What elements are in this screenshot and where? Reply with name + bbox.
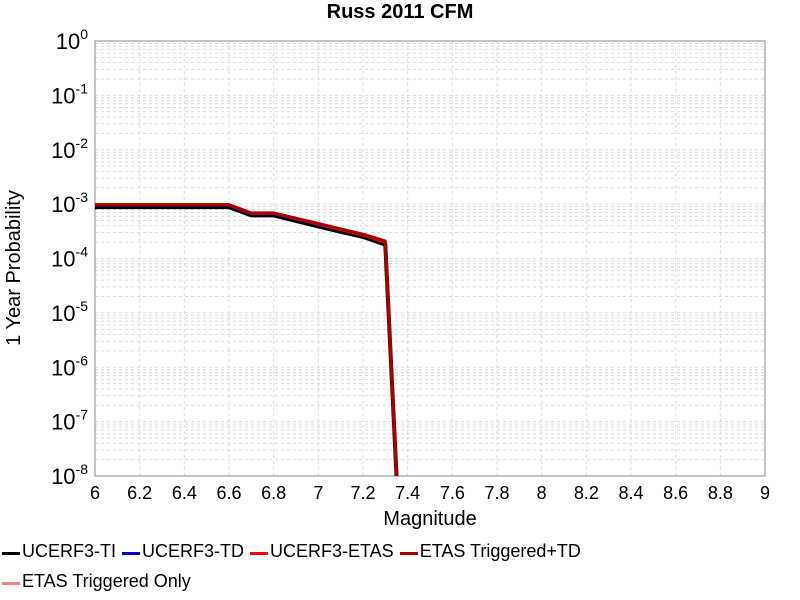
x-tick-label: 6.2 (127, 483, 152, 503)
x-tick-label: 7 (313, 483, 323, 503)
legend-swatch (250, 551, 268, 555)
y-axis-label: 1 Year Probability (3, 190, 25, 346)
y-tick-exponent: -3 (76, 189, 89, 205)
legend: UCERF3-TI UCERF3-TD UCERF3-ETAS ETAS Tri… (0, 536, 800, 596)
y-tick-label: 10-8 (51, 461, 88, 489)
y-tick-exponent: -8 (76, 461, 89, 477)
y-tick-base: 10 (51, 192, 75, 217)
legend-item-etas-triggered-td: ETAS Triggered+TD (398, 541, 581, 562)
plot-lines (95, 203, 399, 477)
legend-label: UCERF3-ETAS (270, 540, 394, 561)
x-tick-label: 8.8 (708, 483, 733, 503)
grid (94, 41, 766, 477)
y-tick-exponent: -4 (76, 244, 89, 260)
legend-item-ucerf3-ti: UCERF3-TI (0, 541, 116, 562)
x-tick-label: 9 (760, 483, 770, 503)
y-tick-exponent: -6 (76, 352, 89, 368)
chart-title: Russ 2011 CFM (327, 1, 474, 23)
legend-row: UCERF3-TI UCERF3-TD UCERF3-ETAS ETAS Tri… (0, 536, 800, 566)
series-line-ucerf3-ti (95, 205, 399, 477)
y-tick-base: 10 (51, 410, 75, 435)
y-tick-base: 10 (51, 301, 75, 326)
y-tick-label: 100 (56, 26, 88, 54)
x-tick-label: 8.2 (574, 483, 599, 503)
y-tick-base: 10 (51, 138, 75, 163)
legend-swatch (2, 581, 20, 585)
x-tick-label: 7.8 (484, 483, 509, 503)
x-tick-label: 8 (537, 483, 547, 503)
legend-swatch (122, 551, 140, 555)
y-tick-base: 10 (51, 355, 75, 380)
series-line-etas-triggered-td (95, 203, 398, 477)
x-tick-label: 8.4 (618, 483, 643, 503)
y-tick-base: 10 (51, 464, 75, 489)
legend-row: ETAS Triggered Only (0, 566, 800, 596)
x-tick-label: 7.4 (395, 483, 420, 503)
y-tick-base: 10 (56, 29, 80, 54)
y-tick-label: 10-6 (51, 352, 88, 380)
y-tick-label: 10-1 (51, 80, 88, 108)
x-tick-label: 6.4 (172, 483, 197, 503)
x-tick-label: 7.2 (350, 483, 375, 503)
y-tick-exponent: -1 (76, 80, 89, 96)
legend-swatch (399, 551, 418, 555)
x-axis-ticks: 6 6.2 6.4 6.6 6.8 7 7.2 7.4 7.6 7.8 8 8.2 8.4 8.6 8.8 9 (90, 483, 770, 503)
plot-area (94, 40, 766, 477)
legend-swatch (2, 551, 20, 555)
legend-label: UCERF3-TD (142, 540, 244, 561)
y-tick-exponent: 0 (80, 26, 88, 42)
y-tick-label: 10-2 (51, 135, 88, 163)
y-tick-exponent: -2 (76, 135, 89, 151)
y-tick-label: 10-5 (51, 298, 88, 326)
x-tick-label: 6.6 (216, 483, 241, 503)
y-tick-base: 10 (51, 247, 75, 272)
y-tick-exponent: -7 (76, 407, 89, 423)
x-tick-label: 7.6 (440, 483, 465, 503)
legend-item-ucerf3-etas: UCERF3-ETAS (248, 541, 394, 562)
x-tick-label: 6.8 (261, 483, 286, 503)
legend-label: UCERF3-TI (22, 540, 116, 561)
y-tick-base: 10 (51, 83, 75, 108)
y-tick-label: 10-3 (51, 189, 88, 217)
x-tick-label: 8.6 (663, 483, 688, 503)
series-line-ucerf3-td (95, 203, 398, 477)
x-axis-label: Magnitude (383, 508, 476, 530)
legend-item-ucerf3-td: UCERF3-TD (120, 541, 244, 562)
legend-label: ETAS Triggered+TD (419, 540, 581, 561)
y-tick-label: 10-7 (51, 407, 88, 435)
legend-item-etas-triggered-only: ETAS Triggered Only (0, 571, 191, 592)
series-line-ucerf3-etas (95, 203, 398, 477)
x-tick-label: 6 (90, 483, 100, 503)
y-tick-label: 10-4 (51, 244, 88, 272)
legend-label: ETAS Triggered Only (22, 570, 191, 591)
y-tick-exponent: -5 (76, 298, 89, 314)
